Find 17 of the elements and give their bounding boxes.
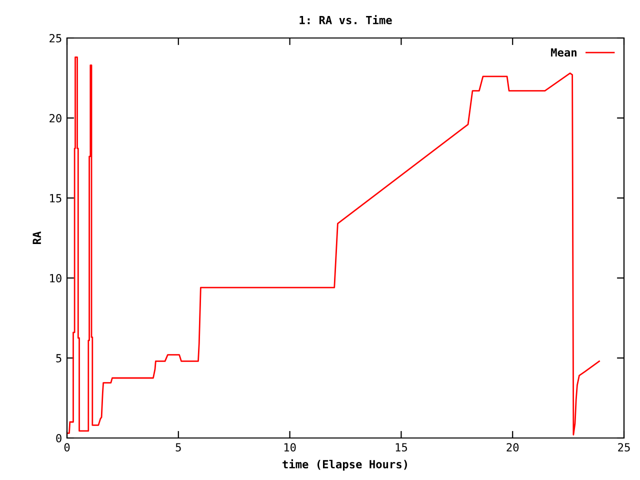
x-tick-label: 20 bbox=[506, 443, 519, 452]
x-tick-label: 0 bbox=[64, 443, 70, 452]
chart-title: 1: RA vs. Time bbox=[300, 15, 392, 24]
line-series bbox=[67, 56, 600, 436]
x-tick-label: 10 bbox=[284, 443, 296, 452]
x-tick-label: 25 bbox=[618, 443, 630, 452]
y-tick-label: 25 bbox=[50, 34, 62, 42]
y-tick-label: 0 bbox=[56, 434, 62, 442]
y-tick-label: 10 bbox=[50, 274, 62, 282]
y-axis-title: RA bbox=[32, 231, 41, 244]
x-axis-title: time (Elapse Hours) bbox=[282, 459, 407, 471]
y-tick-label: 20 bbox=[50, 114, 62, 122]
y-tick-label: 15 bbox=[50, 194, 62, 202]
x-tick-label: 15 bbox=[396, 443, 407, 452]
x-tick-label: 5 bbox=[176, 443, 181, 452]
y-tick-label: 5 bbox=[56, 354, 62, 362]
legend-label: Mean bbox=[551, 48, 576, 57]
